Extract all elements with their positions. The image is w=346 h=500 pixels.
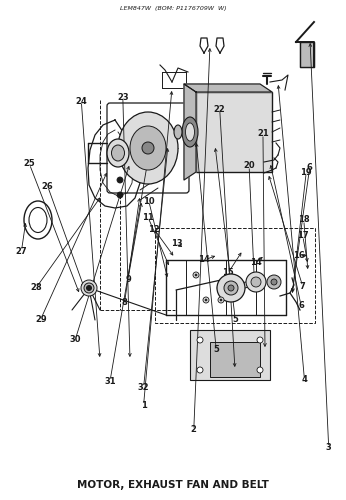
Circle shape [271,279,277,285]
Text: 20: 20 [243,162,255,170]
Circle shape [218,297,224,303]
Circle shape [84,283,94,293]
Circle shape [246,272,266,292]
Circle shape [228,285,234,291]
Circle shape [195,274,197,276]
Circle shape [86,286,91,290]
Text: 14: 14 [250,258,262,267]
Circle shape [117,177,123,183]
Text: 11: 11 [142,213,154,222]
FancyBboxPatch shape [210,342,260,377]
Circle shape [193,272,199,278]
Circle shape [224,281,238,295]
Text: 7: 7 [300,282,306,291]
Circle shape [220,299,222,301]
Text: 1: 1 [141,400,146,409]
Circle shape [251,277,261,287]
Circle shape [205,299,207,301]
Text: 23: 23 [117,93,129,102]
Polygon shape [184,84,272,92]
Text: 5: 5 [233,316,238,324]
Circle shape [197,337,203,343]
Text: 2: 2 [191,426,197,434]
Text: 25: 25 [24,160,35,168]
Text: 26: 26 [42,182,54,191]
Text: 8: 8 [122,298,127,307]
Circle shape [267,275,281,289]
Text: 5: 5 [213,346,219,354]
Text: 6: 6 [307,163,312,172]
Text: 32: 32 [138,383,149,392]
Text: 9: 9 [125,274,131,283]
Text: 4: 4 [302,376,307,384]
Text: 21: 21 [257,130,269,138]
Circle shape [203,297,209,303]
Circle shape [142,142,154,154]
Ellipse shape [174,125,182,139]
Ellipse shape [111,145,125,161]
Ellipse shape [29,208,47,233]
Polygon shape [300,42,314,67]
Text: 30: 30 [70,334,81,344]
Text: 24: 24 [75,96,87,106]
Text: 15: 15 [222,268,234,277]
Text: 17: 17 [297,232,309,240]
Text: 22: 22 [214,104,226,114]
Text: 3: 3 [326,443,331,452]
Circle shape [81,280,97,296]
Ellipse shape [182,117,198,147]
Text: 31: 31 [104,376,116,386]
Circle shape [257,367,263,373]
Text: 16: 16 [293,252,305,260]
Circle shape [217,274,245,302]
Ellipse shape [107,139,129,167]
Circle shape [257,337,263,343]
Text: LEM847W  (BOM: P1176709W  W): LEM847W (BOM: P1176709W W) [120,6,226,11]
Ellipse shape [118,112,178,184]
FancyBboxPatch shape [196,92,272,172]
Circle shape [117,192,123,198]
Text: 29: 29 [35,314,47,324]
Text: 18: 18 [298,216,310,224]
Ellipse shape [185,123,194,141]
Polygon shape [184,84,196,180]
Text: 6: 6 [298,300,304,310]
Text: 27: 27 [16,246,27,256]
Circle shape [197,367,203,373]
Text: 13: 13 [171,240,182,248]
Text: MOTOR, EXHAUST FAN AND BELT: MOTOR, EXHAUST FAN AND BELT [77,480,269,490]
FancyBboxPatch shape [190,330,270,380]
Text: 10: 10 [143,196,155,205]
Text: 28: 28 [30,283,42,292]
Text: 19: 19 [300,168,312,177]
Text: 12: 12 [148,224,160,234]
Ellipse shape [130,126,166,170]
Text: 14: 14 [198,256,210,264]
